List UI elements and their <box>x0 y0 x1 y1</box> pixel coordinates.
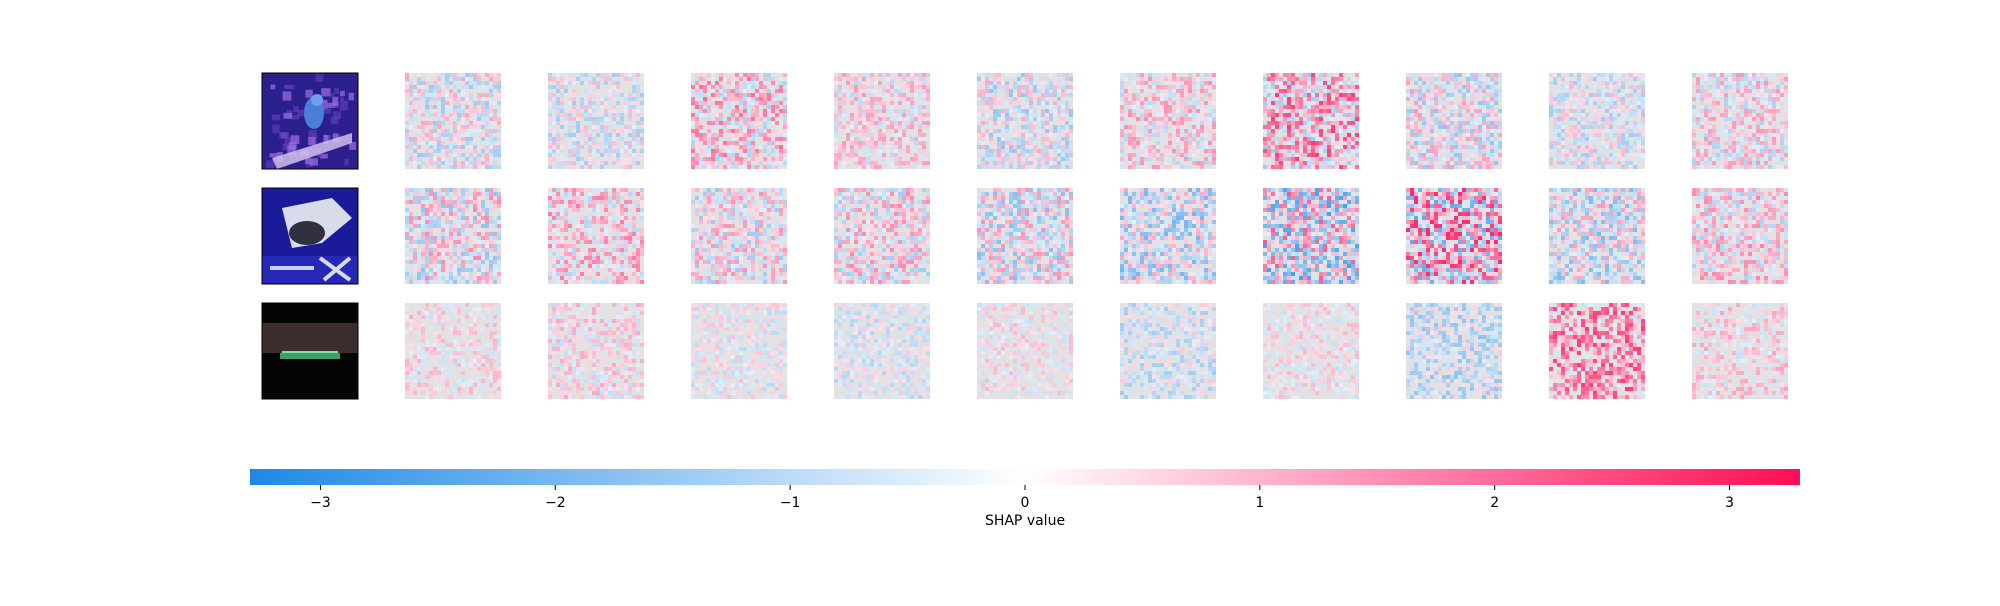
shap-map-row1-class8 <box>1406 73 1502 169</box>
shap-map-row2-class9 <box>1549 188 1645 284</box>
colorbar-tick-label: −1 <box>780 495 801 511</box>
shap-map-row3-class10 <box>1692 303 1788 399</box>
colorbar-ticks: −3 −2 −1 0 1 2 3 <box>310 485 1734 511</box>
shap-map-row1-class1 <box>405 73 501 169</box>
shap-map-row2-class7 <box>1263 188 1359 284</box>
colorbar-tick-label: 0 <box>1021 495 1030 511</box>
shap-map-row1-class7 <box>1263 73 1359 169</box>
shap-map-row2-class5 <box>977 188 1073 284</box>
shap-map-row3-class2 <box>548 303 644 399</box>
shap-map-row1-class10 <box>1692 73 1788 169</box>
bird-image <box>261 72 359 170</box>
colorbar-gradient <box>250 469 1800 485</box>
shap-map-row3-class8 <box>1406 303 1502 399</box>
shap-map-row1-class2 <box>548 73 644 169</box>
image-grid <box>261 72 1788 400</box>
colorbar-tick-label: 1 <box>1255 495 1264 511</box>
shap-map-row2-class6 <box>1120 188 1216 284</box>
shap-map-row3-class4 <box>834 303 930 399</box>
colorbar-tick-label: 3 <box>1725 495 1734 511</box>
shap-map-row1-class5 <box>977 73 1073 169</box>
shap-map-row3-class6 <box>1120 303 1216 399</box>
shap-map-row1-class4 <box>834 73 930 169</box>
shap-map-row2-class8 <box>1406 188 1502 284</box>
shap-map-row2-class3 <box>691 188 787 284</box>
ship-image <box>261 302 359 400</box>
colorbar: −3 −2 −1 0 1 2 3 SHAP value <box>250 469 1800 529</box>
shap-map-row3-class1 <box>405 303 501 399</box>
shap-map-row1-class6 <box>1120 73 1216 169</box>
colorbar-tick-label: −2 <box>545 495 566 511</box>
shap-map-row2-class10 <box>1692 188 1788 284</box>
shap-map-row2-class1 <box>405 188 501 284</box>
shap-map-row3-class7 <box>1263 303 1359 399</box>
shap-map-row1-class9 <box>1549 73 1645 169</box>
colorbar-tick-label: −3 <box>310 495 331 511</box>
shap-map-row3-class3 <box>691 303 787 399</box>
colorbar-label: SHAP value <box>985 513 1065 529</box>
horse-image <box>261 187 359 285</box>
colorbar-tick-label: 2 <box>1490 495 1499 511</box>
shap-map-row2-class2 <box>548 188 644 284</box>
shap-map-row2-class4 <box>834 188 930 284</box>
shap-map-row1-class3 <box>691 73 787 169</box>
shap-map-row3-class9 <box>1549 303 1645 399</box>
shap-map-row3-class5 <box>977 303 1073 399</box>
